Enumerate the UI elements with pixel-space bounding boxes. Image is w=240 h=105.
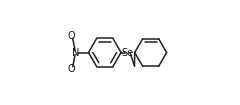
- Text: Se: Se: [121, 47, 134, 58]
- Text: N: N: [72, 47, 80, 58]
- Text: O: O: [68, 31, 75, 41]
- Text: O: O: [68, 64, 75, 74]
